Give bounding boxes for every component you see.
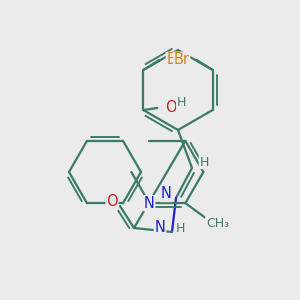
Text: N: N — [160, 187, 171, 202]
Text: H: H — [175, 221, 185, 235]
Text: CH₃: CH₃ — [206, 217, 229, 230]
Text: H: H — [177, 95, 186, 109]
Text: N: N — [144, 196, 155, 211]
Text: O: O — [166, 100, 177, 116]
Text: N: N — [154, 220, 165, 236]
Text: O: O — [106, 194, 118, 209]
Text: Br: Br — [167, 52, 182, 68]
Text: Br: Br — [174, 52, 190, 68]
Text: H: H — [199, 155, 209, 169]
